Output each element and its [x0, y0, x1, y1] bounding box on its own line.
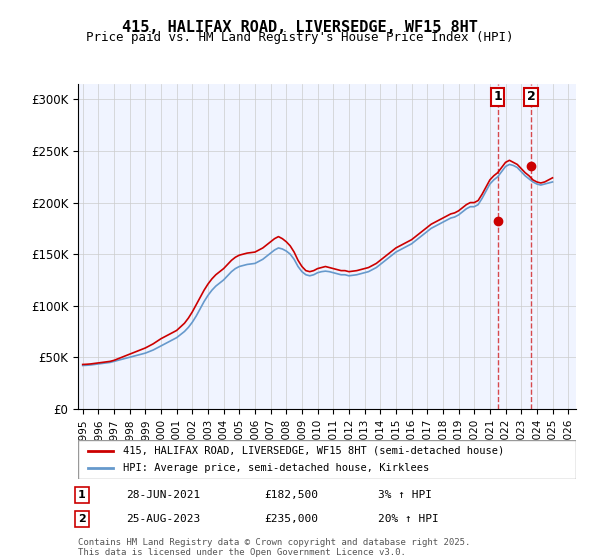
Text: Contains HM Land Registry data © Crown copyright and database right 2025.
This d: Contains HM Land Registry data © Crown c…: [78, 538, 470, 557]
Text: £235,000: £235,000: [264, 514, 318, 524]
Text: HPI: Average price, semi-detached house, Kirklees: HPI: Average price, semi-detached house,…: [123, 463, 429, 473]
Text: 415, HALIFAX ROAD, LIVERSEDGE, WF15 8HT (semi-detached house): 415, HALIFAX ROAD, LIVERSEDGE, WF15 8HT …: [123, 446, 504, 456]
Text: 415, HALIFAX ROAD, LIVERSEDGE, WF15 8HT: 415, HALIFAX ROAD, LIVERSEDGE, WF15 8HT: [122, 20, 478, 35]
Text: £182,500: £182,500: [264, 490, 318, 500]
Text: 2: 2: [78, 514, 86, 524]
Text: 1: 1: [493, 91, 502, 104]
Text: 25-AUG-2023: 25-AUG-2023: [126, 514, 200, 524]
Text: 1: 1: [78, 490, 86, 500]
Text: 3% ↑ HPI: 3% ↑ HPI: [378, 490, 432, 500]
FancyBboxPatch shape: [78, 440, 576, 479]
Text: 2: 2: [527, 91, 536, 104]
Text: 28-JUN-2021: 28-JUN-2021: [126, 490, 200, 500]
Text: 20% ↑ HPI: 20% ↑ HPI: [378, 514, 439, 524]
Text: Price paid vs. HM Land Registry's House Price Index (HPI): Price paid vs. HM Land Registry's House …: [86, 31, 514, 44]
